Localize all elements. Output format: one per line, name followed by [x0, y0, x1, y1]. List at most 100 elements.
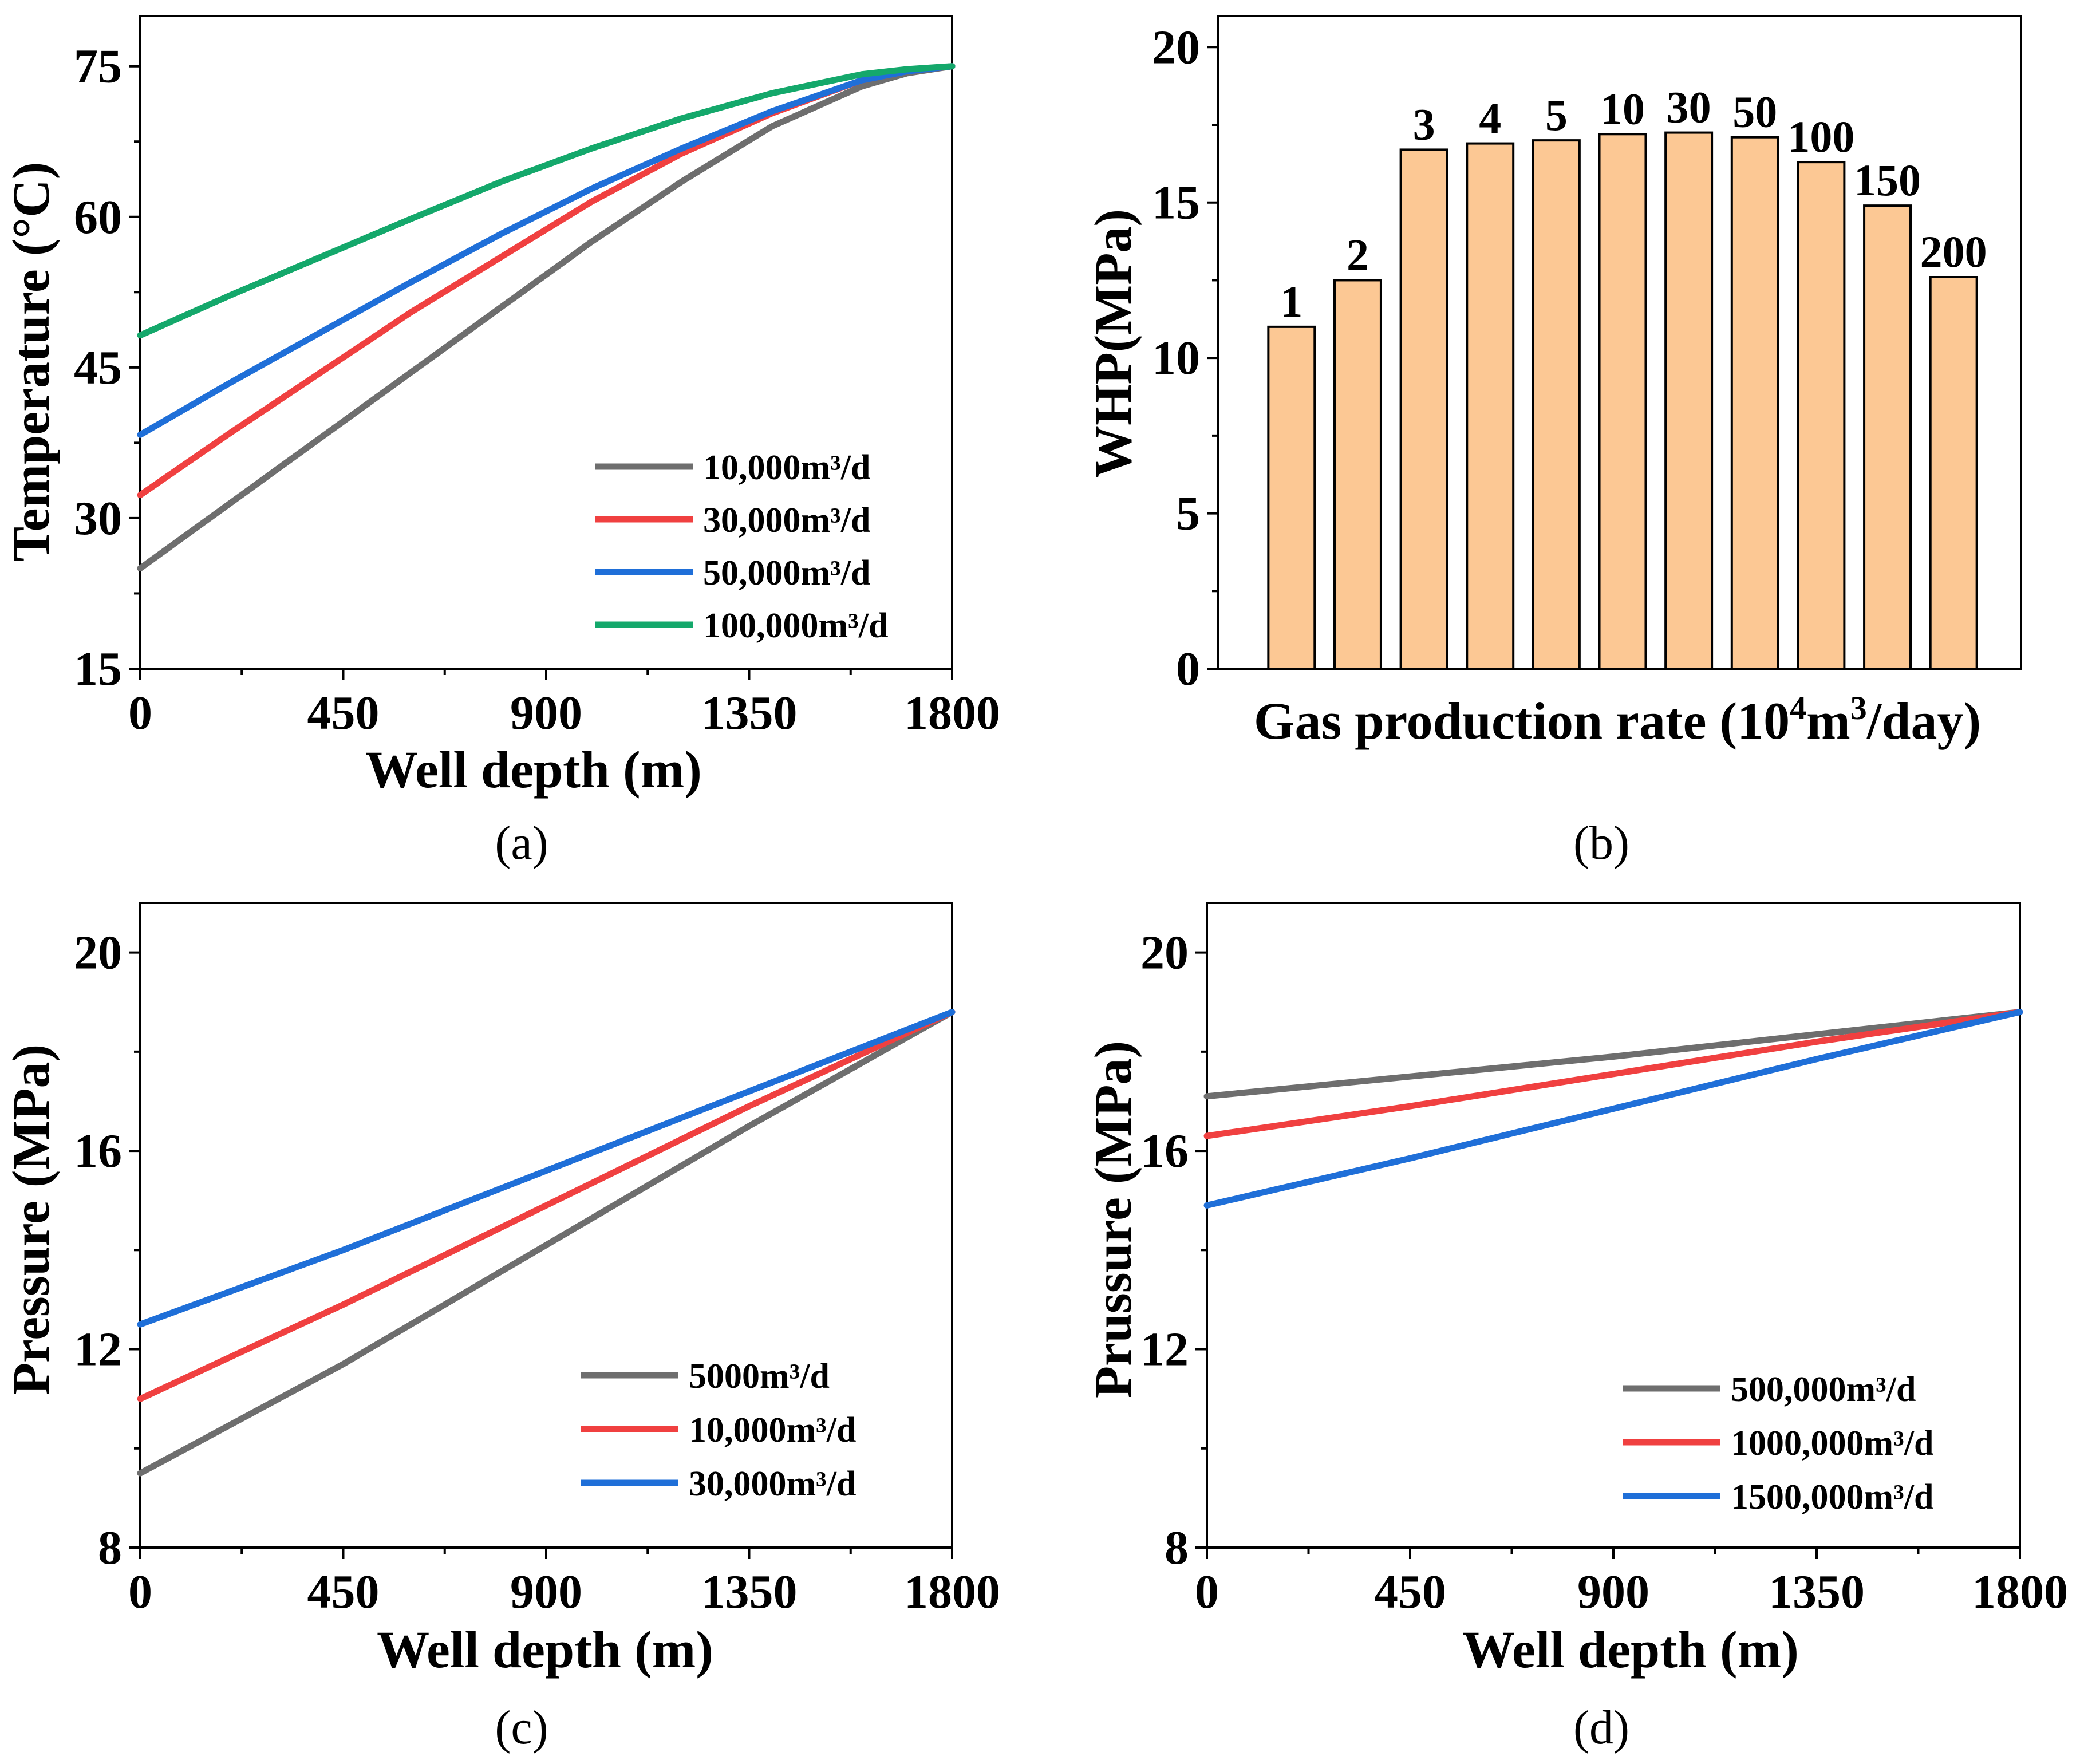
- panel-b-xlabel-part1: Gas production rate (10: [1254, 692, 1790, 750]
- panel-c-legend-entry: 5000m³/d: [689, 1357, 830, 1396]
- panel-b-bar-label: 200: [1920, 227, 1987, 277]
- panel-b-bar: [1333, 279, 1382, 670]
- panel-a-xtick-label: 1800: [904, 686, 1000, 740]
- panel-b-bar-label: 10: [1600, 84, 1645, 133]
- panel-a-ytick-label: 30: [74, 492, 122, 545]
- panel-b-bar-label: 30: [1667, 82, 1711, 132]
- panel-a-xtick-label: 1350: [701, 686, 798, 740]
- panel-b-xlabel-sup1: 4: [1790, 689, 1806, 727]
- panel-d-series-line: [1203, 1009, 2023, 1100]
- panel-d-xtick-label: 1350: [1769, 1565, 1865, 1619]
- panel-b-xlabel: Gas production rate (104m3/day): [1254, 689, 1981, 750]
- panel-b-label: (b): [1573, 816, 1629, 870]
- panel-b-bar: [1664, 131, 1714, 670]
- panel-b-bar-label: 100: [1787, 112, 1854, 161]
- panel-c: 8 12 16 20 0 450 900 1350 1800 5000m³/d 10,000m³/d…: [2, 902, 1000, 1754]
- panel-b-bar: [1399, 148, 1448, 670]
- panel-c-series-line: [137, 1009, 956, 1402]
- panel-c-series-line: [137, 1009, 956, 1328]
- panel-b-bar-label: 50: [1732, 87, 1777, 137]
- panel-b-bar-label: 3: [1413, 99, 1435, 149]
- panel-b-ylabel: WHP(MPa): [1084, 209, 1142, 478]
- panel-c-ytick-label: 12: [74, 1323, 122, 1376]
- panel-d-legend-entry: 1500,000m³/d: [1731, 1478, 1933, 1517]
- panel-b-ytick-label: 10: [1152, 332, 1200, 385]
- panel-d-xlabel: Well depth (m): [1462, 1620, 1799, 1679]
- panel-d-label: (d): [1573, 1701, 1629, 1754]
- panel-c-legend-entry: 30,000m³/d: [689, 1465, 856, 1503]
- panel-c-ylabel: Pressure (MPa): [2, 1044, 60, 1395]
- panel-a-legend-entry: 100,000m³/d: [703, 606, 888, 645]
- panel-a-series-line: [137, 63, 956, 572]
- plot-d-area: 8 12 16 20 0 450 900 1350 1800 500,000m³/d 1000,00…: [1140, 902, 2068, 1619]
- panel-a-xtick-label: 900: [510, 686, 582, 740]
- panel-a-xtick-label: 0: [128, 686, 152, 740]
- panel-b-ytick-label: 15: [1152, 176, 1200, 230]
- panel-a-legend-entry: 10,000m³/d: [703, 448, 870, 487]
- panel-b-xlabel-sup2: 3: [1850, 689, 1867, 727]
- panel-c-xlabel: Well depth (m): [377, 1620, 713, 1679]
- panel-a-ytick-label: 75: [74, 40, 122, 93]
- panel-a-xtick-label: 450: [307, 686, 380, 740]
- panel-c-ytick-label: 8: [98, 1521, 122, 1574]
- panel-a-xlabel: Well depth (m): [365, 740, 702, 799]
- plot-a-area: 15 30 45 60 75 0 450 900 1350 1800 10,000m³/d 30,00…: [74, 15, 1000, 740]
- panel-a-ylabel: Temperature (°C): [2, 162, 60, 562]
- panel-d-ytick-label: 16: [1140, 1124, 1189, 1178]
- panel-d-ytick-label: 20: [1140, 926, 1189, 980]
- panel-d-ylabel: Prussure (MPa): [1084, 1041, 1142, 1398]
- panel-b-bar-label: 4: [1479, 93, 1501, 143]
- panel-a-ytick-label: 60: [74, 191, 122, 244]
- panel-b-bar: [1797, 161, 1846, 670]
- panel-c-ytick-label: 20: [74, 926, 122, 980]
- panel-d-legend-entry: 500,000m³/d: [1731, 1370, 1916, 1409]
- panel-d-xtick-label: 1800: [1972, 1565, 2068, 1619]
- panel-b-bar-label: 1: [1280, 277, 1302, 326]
- panel-a-legend-entry: 50,000m³/d: [703, 554, 870, 593]
- panel-b-bar: [1863, 204, 1912, 670]
- panel-d-legend-entry: 1000,000m³/d: [1731, 1424, 1933, 1463]
- panel-d-ytick-label: 8: [1165, 1521, 1189, 1574]
- panel-b-bar: [1929, 276, 1978, 670]
- panel-b-bar: [1267, 325, 1316, 670]
- panel-b-bar-label: 150: [1854, 155, 1921, 205]
- panel-a-ytick-label: 15: [74, 642, 122, 696]
- panel-b-ytick-label: 5: [1176, 487, 1200, 540]
- plot-c-area: 8 12 16 20 0 450 900 1350 1800 5000m³/d 10,000m³/d…: [74, 902, 1000, 1619]
- panel-a-legend-entry: 30,000m³/d: [703, 501, 870, 540]
- panel-c-ytick-label: 16: [74, 1124, 122, 1178]
- panel-b-bar-label: 5: [1545, 90, 1568, 140]
- panel-b-bar: [1532, 139, 1581, 670]
- panel-b-bar: [1730, 136, 1779, 670]
- panel-c-xtick-label: 0: [128, 1565, 152, 1619]
- panel-d-ytick-label: 12: [1140, 1323, 1189, 1376]
- panel-c-label: (c): [495, 1701, 548, 1754]
- panel-d-xtick-label: 900: [1577, 1565, 1649, 1619]
- panel-c-xtick-label: 900: [510, 1565, 582, 1619]
- panel-d-series-line: [1203, 1009, 2023, 1209]
- panel-a: 15 30 45 60 75 0 450 900 1350 1800 10,000m³/d 30,00…: [2, 15, 1000, 870]
- panel-b-xlabel-part3: /day): [1866, 692, 1981, 750]
- panel-a-series-line: [137, 63, 956, 438]
- panel-d: 8 12 16 20 0 450 900 1350 1800 500,000m³/d 1000,00…: [1084, 902, 2068, 1754]
- panel-a-ytick-label: 45: [74, 341, 122, 394]
- panel-b-ytick-label: 20: [1152, 21, 1200, 74]
- panel-b-bar: [1598, 133, 1647, 670]
- panel-c-xtick-label: 1350: [701, 1565, 798, 1619]
- panel-c-legend-entry: 10,000m³/d: [689, 1411, 856, 1450]
- panel-c-xtick-label: 1800: [904, 1565, 1000, 1619]
- panel-d-series-line: [1203, 1009, 2023, 1139]
- panel-b-bar-label: 2: [1347, 230, 1369, 279]
- panel-a-series-line: [137, 63, 956, 339]
- panel-a-label: (a): [495, 816, 548, 870]
- panel-d-xtick-label: 0: [1195, 1565, 1219, 1619]
- panel-c-series-line: [137, 1009, 956, 1477]
- panel-c-xtick-label: 450: [307, 1565, 380, 1619]
- panel-d-xtick-label: 450: [1374, 1565, 1446, 1619]
- panel-b-ytick-label: 0: [1176, 642, 1200, 696]
- panel-b-bar: [1466, 142, 1515, 670]
- panel-c-frame: [139, 902, 953, 1549]
